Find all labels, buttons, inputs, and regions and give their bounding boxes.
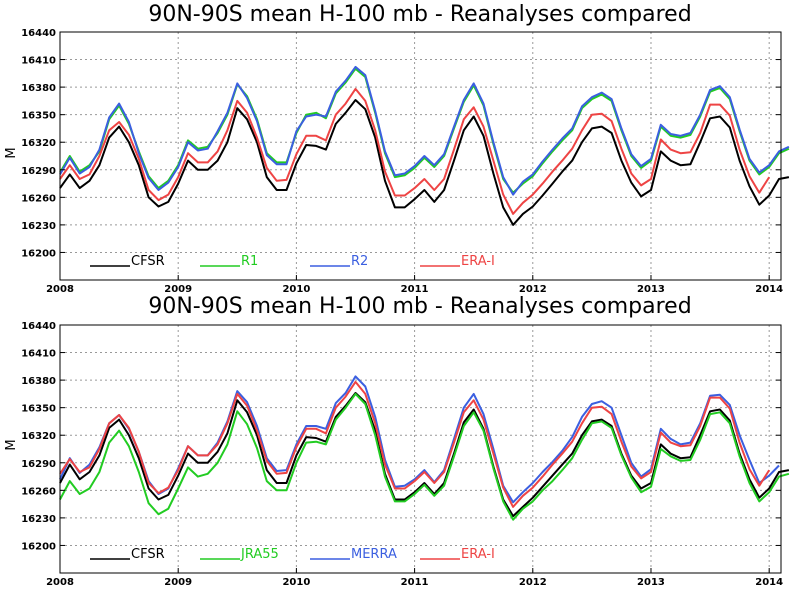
legend-label: ERA-I (461, 254, 495, 269)
x-tick-label: 2014 (755, 284, 783, 295)
plot-frame (59, 31, 782, 281)
y-tick-label: 16290 (21, 459, 56, 470)
y-axis-label: M (4, 147, 19, 158)
x-tick-label: 2012 (519, 577, 547, 588)
x-tick-label: 2011 (401, 577, 429, 588)
y-axis-label: M (4, 439, 19, 450)
y-tick-label: 16380 (21, 83, 56, 94)
legend-label: R2 (351, 254, 368, 269)
legend-label: JRA55 (240, 547, 279, 562)
x-tick-label: 2009 (164, 284, 192, 295)
y-tick-label: 16350 (21, 404, 56, 415)
y-tick-label: 16230 (21, 514, 56, 525)
x-tick-label: 2009 (164, 577, 192, 588)
series-line-r2 (59, 65, 790, 196)
y-tick-label: 16320 (21, 138, 56, 149)
chart-panel-top: 90N-90S mean H-100 mb - Reanalyses compa… (4, 2, 790, 295)
series-line-jra55 (59, 392, 790, 521)
legend: CFSR R1 R2 ERA-I (90, 254, 495, 269)
x-tick-label: 2013 (637, 284, 665, 295)
y-tick-label: 16440 (21, 321, 56, 332)
legend-label: ERA-I (461, 547, 495, 562)
y-tick-label: 16410 (21, 56, 56, 67)
series-line-cfsr (59, 99, 790, 226)
series-group (59, 375, 790, 521)
series-line-era-i (59, 380, 771, 508)
x-tick-label: 2010 (282, 284, 310, 295)
x-tick-label: 2012 (519, 284, 547, 295)
x-tick-label: 2008 (46, 284, 74, 295)
y-tick-label: 16200 (21, 541, 56, 552)
series-line-cfsr (59, 392, 790, 518)
y-tick-label: 16350 (21, 111, 56, 122)
legend-label: CFSR (131, 547, 165, 562)
plot-frame (59, 324, 782, 574)
chart-title: 90N-90S mean H-100 mb - Reanalyses compa… (148, 2, 691, 27)
x-tick-label: 2014 (755, 577, 783, 588)
legend-label: R1 (241, 254, 258, 269)
y-tick-label: 16230 (21, 221, 56, 232)
y-tick-label: 16410 (21, 349, 56, 360)
y-tick-label: 16200 (21, 248, 56, 259)
series-group (59, 65, 790, 226)
tick-labels: 16200 16230 16260 16290 16320 16350 16380 16410… (21, 28, 783, 295)
legend-label: CFSR (131, 254, 165, 269)
chart-title: 90N-90S mean H-100 mb - Reanalyses compa… (148, 294, 691, 319)
series-line-era-i (59, 87, 771, 215)
y-tick-label: 16440 (21, 28, 56, 39)
x-tick-label: 2011 (401, 284, 429, 295)
y-tick-label: 16260 (21, 193, 56, 204)
x-tick-label: 2013 (637, 577, 665, 588)
y-tick-label: 16320 (21, 431, 56, 442)
x-tick-label: 2010 (282, 577, 310, 588)
y-tick-label: 16380 (21, 376, 56, 387)
y-tick-label: 16260 (21, 486, 56, 497)
y-tick-label: 16290 (21, 166, 56, 177)
legend-label: MERRA (351, 547, 397, 562)
legend: CFSR JRA55 MERRA ERA-I (90, 547, 495, 562)
x-tick-label: 2008 (46, 577, 74, 588)
tick-labels: 16200 16230 16260 16290 16320 16350 16380 16410… (21, 321, 783, 588)
chart-panel-bottom: 90N-90S mean H-100 mb - Reanalyses compa… (4, 294, 790, 588)
